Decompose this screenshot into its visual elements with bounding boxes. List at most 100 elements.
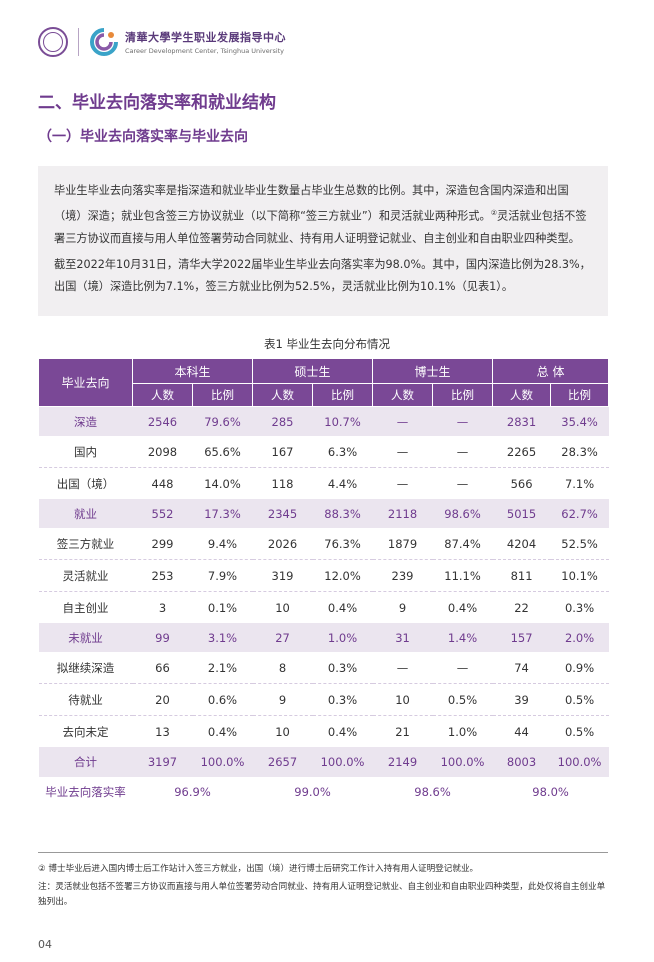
ratio-cell: 12.0% [312,559,373,592]
row-label: 待就业 [38,683,133,716]
count-cell: 8 [252,652,313,684]
group-header-doctoral: 博士生 [372,358,494,384]
header-subtitle: Career Development Center, Tsinghua Univ… [125,47,285,55]
tsinghua-seal-icon [38,27,68,57]
count-cell: 9 [252,683,313,716]
rate-value-undergrad: 96.9% [132,777,253,807]
ratio-cell: — [432,467,493,499]
subheader-ratio: 比例 [550,383,610,407]
ratio-cell: 100.0% [192,747,253,777]
group-header-undergrad: 本科生 [131,358,254,384]
count-cell: 2265 [492,436,551,468]
ratio-cell: 88.3% [312,499,373,528]
table-row: 国内 2098 65.6% 167 6.3% — —2265 28.3% [38,436,609,468]
count-cell: 3 [132,591,193,623]
count-cell: 5015 [492,499,551,528]
count-cell: 9 [372,591,433,623]
row-label: 灵活就业 [38,559,133,592]
ratio-cell: 0.1% [192,591,253,623]
count-cell: — [372,436,433,468]
intro-text-box: 毕业生毕业去向落实率是指深造和就业毕业生数量占毕业生总数的比例。其中，深造包含国… [38,166,608,316]
subheader-ratio: 比例 [432,383,494,407]
ratio-cell: 0.4% [312,715,373,747]
ratio-cell: 0.4% [192,715,253,747]
ratio-cell: 1.4% [432,623,493,652]
group-header-overall: 总 体 [492,358,610,384]
count-cell: 118 [252,467,313,499]
footnote-marker: ② [490,209,498,217]
row-label: 合计 [38,747,133,777]
row-label: 签三方就业 [38,528,133,560]
count-cell: 27 [252,623,313,652]
ratio-cell: 7.9% [192,559,253,592]
ratio-cell: 0.3% [312,652,373,684]
ratio-cell: 100.0% [550,747,609,777]
count-cell: 552 [132,499,193,528]
count-cell: — [372,467,433,499]
count-cell: 10 [252,591,313,623]
ratio-cell: 7.1% [550,467,609,499]
row-label: 拟继续深造 [38,652,133,684]
count-cell: 44 [492,715,551,747]
row-label: 就业 [38,499,133,528]
ratio-cell: 0.5% [432,683,493,716]
count-cell: 8003 [492,747,551,777]
table-row: 去向未定 13 0.4% 10 0.4% 21 1.0% 44 0.5% [38,715,609,747]
table-row: 待就业 20 0.6% 9 0.3% 10 0.5% 39 0.5% [38,683,609,716]
count-cell: 2098 [132,436,193,468]
table-row: 自主创业 3 0.1% 10 0.4% 9 0.4% 22 0.3% [38,591,609,623]
ratio-cell: 0.6% [192,683,253,716]
ratio-cell: 0.5% [550,715,609,747]
subheader-count: 人数 [252,383,314,407]
count-cell: 13 [132,715,193,747]
ratio-cell: 10.7% [312,406,373,436]
row-label: 国内 [38,436,133,468]
table-caption: 表1 毕业生去向分布情况 [264,337,390,351]
ratio-cell: 2.0% [550,623,609,652]
row-label: 自主创业 [38,591,133,623]
ratio-cell: 0.3% [312,683,373,716]
count-cell: 811 [492,559,551,592]
ratio-cell: 1.0% [432,715,493,747]
table-row: 签三方就业 299 9.4% 2026 76.3% 1879 87.4% 4204 52.5% [38,528,609,560]
subsection-title: （一）毕业去向落实率与毕业去向 [38,129,248,145]
count-cell: 21 [372,715,433,747]
count-cell: 10 [252,715,313,747]
ratio-cell: 14.0% [192,467,253,499]
subheader-ratio: 比例 [312,383,374,407]
ratio-cell: 52.5% [550,528,609,560]
count-cell: 66 [132,652,193,684]
ratio-cell: — [432,652,493,684]
page-number: 04 [38,938,52,951]
table-body: 深造 2546 79.6% 285 10.7% — —2831 35.4% 国内 2098 65.6… [38,406,609,807]
count-cell: 2149 [372,747,433,777]
row-label: 去向未定 [38,715,133,747]
ratio-cell: 0.4% [312,591,373,623]
ratio-cell: 4.4% [312,467,373,499]
row-label: 未就业 [38,623,133,652]
intro-p1-part-a: 毕业生毕业去向落实率是指深造和就业毕业生数量占毕业生总数的比例。其中，深造包含国… [54,184,569,223]
category-row: 深造 2546 79.6% 285 10.7% — —2831 35.4% [38,406,609,436]
ratio-cell: 35.4% [550,406,609,436]
table-row: 灵活就业 253 7.9% 319 12.0% 239 11.1% 811 10.1% [38,559,609,592]
count-cell: 566 [492,467,551,499]
table-corner-header: 毕业去向 [38,358,133,407]
intro-paragraph-2: 截至2022年10月31日，清华大学2022届毕业生毕业去向落实率为98.0%。… [54,257,591,293]
count-cell: 448 [132,467,193,499]
ratio-cell: 6.3% [312,436,373,468]
count-cell: 2345 [252,499,313,528]
rate-value-doctoral: 98.6% [372,777,493,807]
count-cell: 39 [492,683,551,716]
count-cell: 2831 [492,406,551,436]
ratio-cell: 0.4% [432,591,493,623]
ratio-cell: 17.3% [192,499,253,528]
rate-row: 毕业去向落实率 96.9% 99.0% 98.6% 98.0% [38,777,609,807]
intro-p1-part-b: 灵活就业包括不签署三方协议而直接与用人单位签署劳动合同就业、持有用人证明登记就业… [54,209,587,245]
header-divider [78,28,79,56]
count-cell: 2657 [252,747,313,777]
ratio-cell: 3.1% [192,623,253,652]
category-row: 就业 552 17.3% 2345 88.3% 2118 98.6% 5015 62.7% [38,499,609,528]
footnote-2: ② 博士毕业后进入国内博士后工作站计入签三方就业，出国（境）进行博士后研究工作计… [38,864,479,874]
count-cell: 239 [372,559,433,592]
count-cell: 22 [492,591,551,623]
